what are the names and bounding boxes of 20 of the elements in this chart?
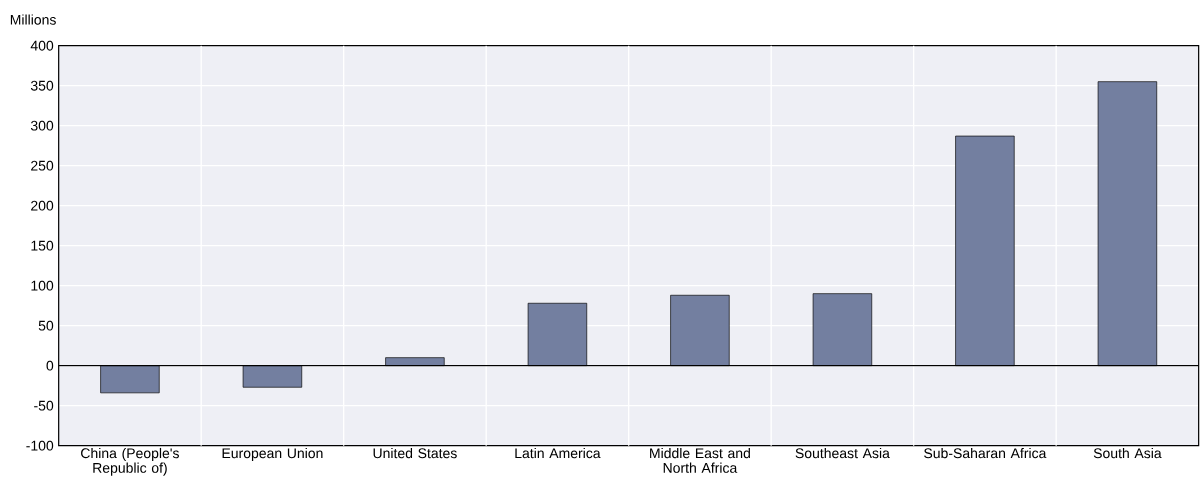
y-tick-label: 100 (31, 280, 54, 291)
y-tick-label: 200 (31, 200, 54, 211)
y-tick-label: 50 (38, 320, 54, 331)
y-tick-label: 0 (46, 360, 54, 371)
y-tick-label: -100 (26, 440, 54, 451)
x-tick-label: Sub-Saharan Africa (924, 447, 1047, 459)
x-tick-label: United States (373, 447, 457, 459)
x-tick-label: European Union (222, 447, 323, 461)
y-tick-label: 300 (30, 120, 54, 131)
y-axis-title: Millions (10, 14, 56, 25)
y-tick-label: 150 (31, 240, 54, 251)
y-tick-label: 250 (31, 160, 54, 171)
y-tick-label: 400 (30, 40, 54, 51)
x-tick-label: Latin America (515, 447, 601, 459)
x-tick-label: Middle East and North Africa (650, 447, 750, 473)
x-tick-label: Southeast Asia (795, 447, 890, 459)
x-tick-label: South Asia (1093, 447, 1162, 459)
x-tick-label: China (People's Republic of) (81, 447, 179, 476)
y-tick-label: -50 (34, 400, 54, 411)
y-tick-label: 350 (30, 80, 54, 91)
